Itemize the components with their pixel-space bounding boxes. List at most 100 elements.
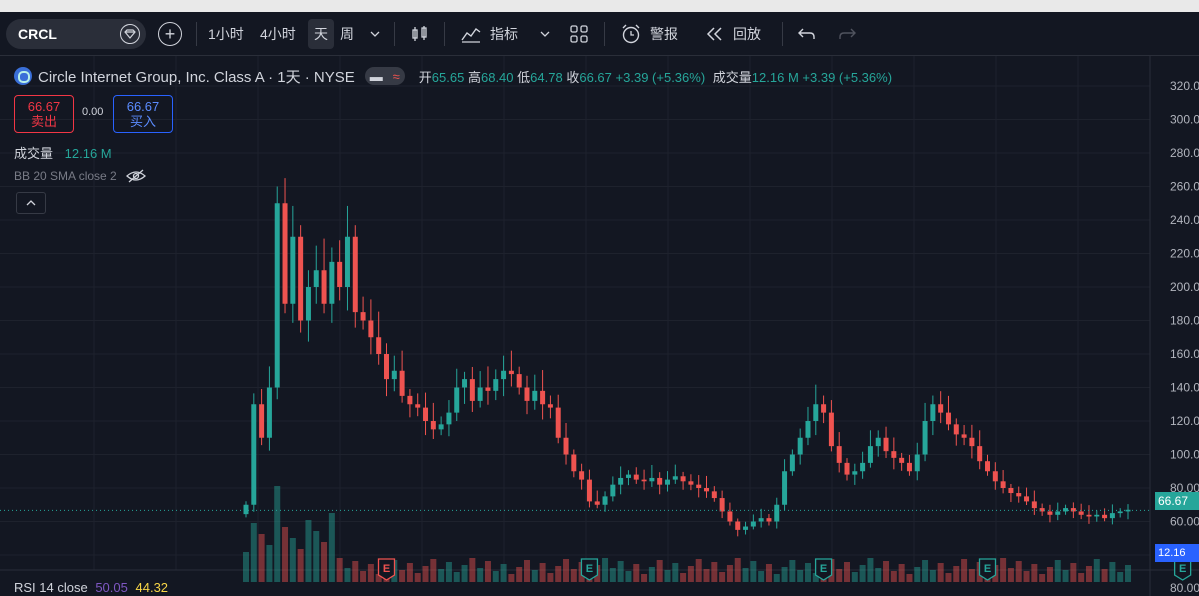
earnings-badge: [580, 558, 599, 581]
symbol-label: CRCL: [18, 26, 57, 42]
volume-bar: [804, 563, 811, 582]
earnings-badge: [814, 558, 833, 581]
volume-bar: [695, 559, 702, 582]
candle-body: [501, 370, 507, 380]
candle-body: [383, 354, 389, 380]
candle-body: [821, 404, 827, 413]
volume-bar: [484, 561, 491, 582]
candle-body: [282, 203, 288, 304]
candle-body: [969, 437, 975, 447]
replay-button[interactable]: 回放: [705, 12, 761, 56]
volume-bar: [703, 569, 710, 582]
volume-bar: [375, 574, 382, 582]
wave-icon: ≈: [392, 68, 400, 84]
volume-bar: [1007, 568, 1014, 582]
price-tick-label: 240.00: [1170, 213, 1199, 227]
price-tick-label: 100.00: [1170, 448, 1199, 462]
candle-body: [438, 424, 444, 430]
candle-body: [618, 477, 624, 485]
candle-body: [961, 434, 967, 438]
interval-1h[interactable]: 1小时: [208, 26, 244, 42]
candle-body: [672, 476, 678, 480]
volume-bar: [726, 565, 733, 582]
buy-button[interactable]: 66.67 买入: [113, 95, 173, 133]
interval-dropdown-chevron-icon[interactable]: [370, 12, 380, 56]
sell-label: 卖出: [30, 114, 57, 129]
candle-body: [649, 477, 655, 482]
candle-body: [415, 404, 421, 408]
undo-icon[interactable]: [797, 12, 817, 56]
volume-bar: [867, 558, 874, 582]
redo-icon[interactable]: [837, 12, 857, 56]
open-label: 开: [418, 69, 432, 85]
volume-bar: [445, 562, 452, 582]
volume-bar: [360, 571, 367, 582]
hidden-eye-icon[interactable]: [125, 168, 147, 184]
price-axis[interactable]: 320.00 300.00 280.00 260.00 240.00 220.00 200.…: [1170, 79, 1199, 595]
sell-button[interactable]: 66.67 卖出: [14, 95, 74, 133]
candle-body: [743, 526, 749, 530]
compare-add-icon[interactable]: +: [158, 22, 182, 46]
alert-label: 警报: [650, 26, 678, 42]
candle-body: [1086, 514, 1092, 517]
collapse-legend-chevron-up-icon[interactable]: [16, 192, 46, 214]
volume-indicator-row[interactable]: 成交量 12.16 M: [14, 143, 112, 162]
volume-bar: [282, 527, 289, 582]
alert-button[interactable]: 警报: [620, 12, 678, 56]
interval-1d[interactable]: 天: [308, 19, 334, 49]
interval-4h[interactable]: 4小时: [260, 26, 296, 42]
candle-body: [407, 395, 413, 405]
indicators-chevron-icon[interactable]: [540, 12, 550, 56]
bb-indicator-row[interactable]: BB 20 SMA close 2: [14, 168, 147, 184]
candle-body: [711, 491, 717, 499]
volume-bar: [352, 561, 359, 582]
candle-body: [360, 312, 366, 321]
sell-price: 66.67: [27, 99, 61, 114]
candle-body: [290, 236, 296, 304]
volume-bar: [1078, 573, 1085, 582]
candle-body: [789, 454, 795, 472]
layout-grid-icon[interactable]: [569, 12, 589, 56]
volume-bar: [914, 567, 921, 582]
indicators-button[interactable]: 指标: [460, 12, 518, 56]
volume-bar: [945, 573, 952, 582]
volume-bar: [367, 564, 374, 582]
candle-body: [782, 471, 788, 505]
volume-bar: [844, 562, 851, 582]
volume-bar: [968, 569, 975, 582]
volume-bar: [1070, 563, 1077, 582]
candle-body: [1102, 514, 1108, 519]
legend-volume-value: 12.16 M: [751, 69, 799, 85]
candle-body: [985, 461, 991, 472]
price-tick-label: 80.00: [1170, 481, 1199, 495]
candle-body: [828, 412, 834, 447]
price-tick-label: 200.00: [1170, 280, 1199, 294]
candle-body: [579, 471, 585, 480]
candle-style-icon[interactable]: [410, 12, 430, 56]
price-tick-label: 120.00: [1170, 414, 1199, 428]
candle-body: [462, 379, 468, 388]
price-chart[interactable]: 320.00 300.00 280.00 260.00 240.00 220.00 200.…: [0, 56, 1199, 596]
spread-value: 0.00: [82, 106, 104, 118]
rsi-indicator-row[interactable]: RSI 14 close 50.05 44.32: [14, 580, 168, 595]
legend-toggle[interactable]: ▬ ≈: [364, 67, 405, 85]
price-tick-label: 140.00: [1170, 381, 1199, 395]
volume-bar: [1125, 565, 1131, 582]
candle-body: [625, 474, 631, 478]
candle-body: [922, 421, 928, 455]
browser-top-strip: [0, 0, 1199, 12]
earnings-label: E: [383, 563, 390, 575]
candle-body: [1055, 511, 1061, 515]
candle-body: [469, 379, 475, 401]
high-value: 68.40: [480, 69, 514, 85]
interval-1w[interactable]: 周: [340, 26, 354, 42]
candle-body: [680, 476, 686, 482]
volume-bar: [797, 570, 804, 582]
volume-label: 成交量: [14, 146, 54, 161]
diamond-icon[interactable]: [120, 24, 140, 44]
volume-bar: [516, 567, 523, 582]
volume-bar: [883, 561, 890, 582]
bb-label: BB 20 SMA close 2: [14, 169, 117, 183]
symbol-search[interactable]: CRCL: [6, 19, 146, 49]
price-tick-label: 160.00: [1170, 347, 1199, 361]
